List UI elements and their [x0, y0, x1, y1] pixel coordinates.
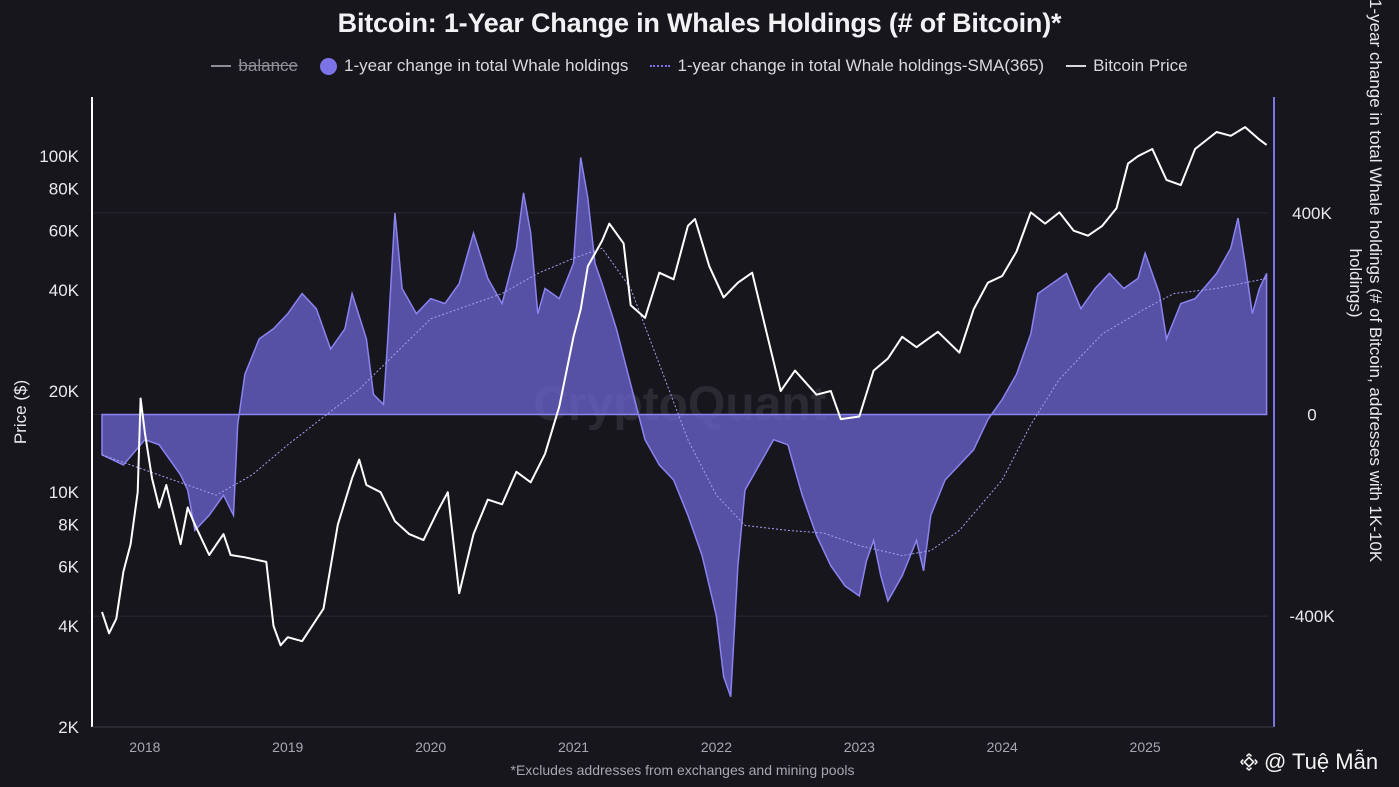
bitcoin-price-line [101, 126, 1268, 647]
left-axis-ticks: 2K 4K 6K 8K 10K 20K 40K 60K 80K 100K [39, 147, 79, 737]
x-tick-label: 2022 [701, 739, 732, 755]
left-tick-label: 40K [49, 281, 80, 300]
legend: balance 1-year change in total Whale hol… [0, 56, 1399, 76]
left-tick-label: 2K [58, 718, 79, 737]
chart-title: Bitcoin: 1-Year Change in Whales Holding… [337, 8, 1062, 38]
binance-diamond-icon [1240, 753, 1258, 771]
footnote: *Excludes addresses from exchanges and m… [510, 762, 855, 778]
legend-line-swatch [211, 65, 232, 67]
x-tick-label: 2021 [558, 739, 589, 755]
left-tick-label: 10K [49, 483, 80, 502]
x-tick-label: 2024 [987, 739, 1018, 755]
legend-label-balance: balance [238, 56, 298, 75]
right-tick-label: -400K [1289, 607, 1335, 626]
right-axis-label-line-1: 1-year change in total Whale holdings (#… [1366, 0, 1385, 563]
left-tick-label: 4K [58, 617, 79, 636]
left-tick-label: 6K [58, 558, 79, 577]
right-tick-label: 400K [1292, 204, 1332, 223]
x-tick-label: 2018 [129, 739, 160, 755]
brand-text: @ Tuệ Mẫn [1264, 749, 1379, 774]
left-axis-label: Price ($) [11, 380, 30, 444]
legend-line-swatch [1066, 65, 1087, 67]
legend-item-price[interactable]: Bitcoin Price [1066, 56, 1188, 76]
left-tick-label: 20K [49, 382, 80, 401]
left-tick-label: 60K [49, 222, 80, 241]
legend-label-price: Bitcoin Price [1093, 56, 1188, 75]
x-tick-label: 2019 [272, 739, 303, 755]
legend-dotted-swatch [650, 65, 671, 67]
legend-item-balance[interactable]: balance [211, 56, 298, 76]
x-tick-label: 2023 [844, 739, 875, 755]
right-axis-ticks: 400K 0 -400K [1289, 204, 1335, 626]
x-axis-ticks: 2018 2019 2020 2021 2022 2023 2024 2025 [129, 739, 1161, 755]
legend-item-sma[interactable]: 1-year change in total Whale holdings-SM… [650, 56, 1044, 76]
legend-label-whale-change: 1-year change in total Whale holdings [343, 56, 629, 75]
right-axis-label-line-2: holdings) [1346, 249, 1365, 318]
whale-change-area [101, 157, 1268, 698]
left-tick-label: 100K [39, 147, 79, 166]
left-tick-label: 80K [49, 180, 80, 199]
legend-dot-swatch [319, 57, 337, 75]
brand-mark: @ Tuệ Mẫn [1240, 749, 1378, 775]
right-tick-label: 0 [1307, 406, 1316, 425]
x-tick-label: 2025 [1130, 739, 1161, 755]
left-tick-label: 8K [58, 516, 79, 535]
x-tick-label: 2020 [415, 739, 446, 755]
legend-item-whale-change[interactable]: 1-year change in total Whale holdings [319, 56, 629, 76]
legend-label-sma: 1-year change in total Whale holdings-SM… [677, 56, 1045, 75]
right-axis-label: 1-year change in total Whale holdings (#… [1346, 0, 1385, 567]
